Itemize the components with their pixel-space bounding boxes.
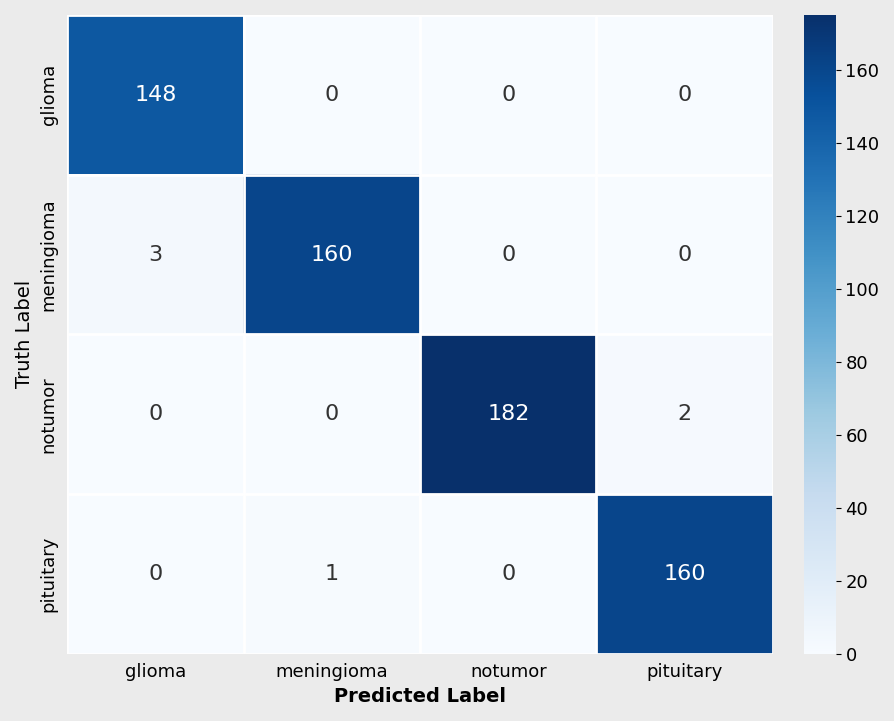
Text: 160: 160 [663,564,706,584]
Text: 1: 1 [325,564,339,584]
X-axis label: Predicted Label: Predicted Label [334,687,506,706]
Text: 0: 0 [148,564,163,584]
Y-axis label: Truth Label: Truth Label [15,280,34,389]
Text: 0: 0 [678,244,692,265]
Text: 3: 3 [148,244,163,265]
Text: 0: 0 [148,404,163,424]
Text: 182: 182 [487,404,529,424]
Text: 160: 160 [310,244,353,265]
Text: 0: 0 [502,244,516,265]
Text: 0: 0 [325,404,339,424]
Text: 0: 0 [325,85,339,105]
Text: 2: 2 [678,404,692,424]
Text: 0: 0 [502,564,516,584]
Text: 148: 148 [134,85,177,105]
Text: 0: 0 [502,85,516,105]
Text: 0: 0 [678,85,692,105]
